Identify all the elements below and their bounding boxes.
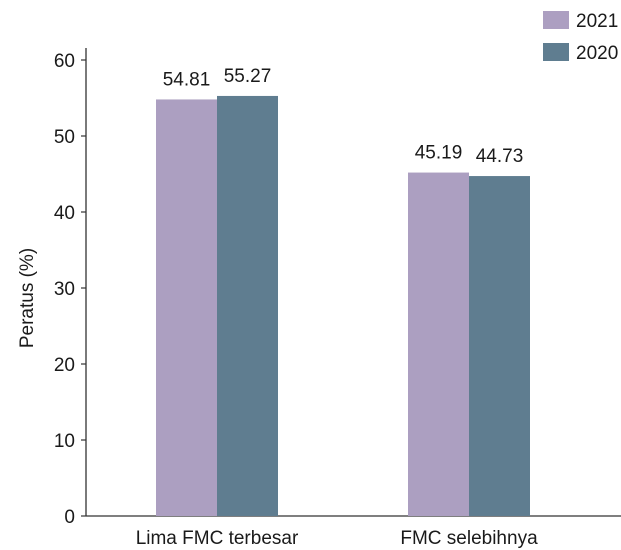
category-labels: Lima FMC terbesar FMC selebihnya [136, 528, 538, 549]
y-tick-label: 0 [64, 507, 75, 528]
data-label: 55.27 [224, 66, 272, 87]
legend: 2021 2020 [543, 11, 618, 64]
y-tick-label: 20 [54, 355, 75, 376]
data-labels: 54.81 55.27 45.19 44.73 [163, 66, 524, 167]
y-axis: 0 10 20 30 40 50 60 [54, 48, 87, 528]
y-tick-label: 30 [54, 279, 75, 300]
legend-swatch [543, 11, 569, 29]
legend-swatch [543, 43, 569, 61]
bars [156, 95, 530, 516]
data-label: 45.19 [415, 143, 463, 164]
bar-2020-1 [217, 95, 278, 516]
bar-2020-2 [469, 176, 530, 516]
y-tick-label: 50 [54, 127, 75, 148]
y-tick-label: 40 [54, 203, 75, 224]
y-tick-label: 10 [54, 431, 75, 452]
y-tick-label: 60 [54, 51, 75, 72]
category-label: Lima FMC terbesar [136, 528, 299, 549]
legend-label: 2021 [576, 11, 618, 32]
data-label: 44.73 [476, 146, 524, 167]
data-label: 54.81 [163, 69, 211, 90]
category-label: FMC selebihnya [400, 528, 538, 549]
y-axis-title: Peratus (%) [17, 248, 38, 348]
bar-2021-1 [156, 99, 217, 516]
legend-label: 2020 [576, 43, 618, 64]
bar-2021-2 [408, 172, 469, 516]
